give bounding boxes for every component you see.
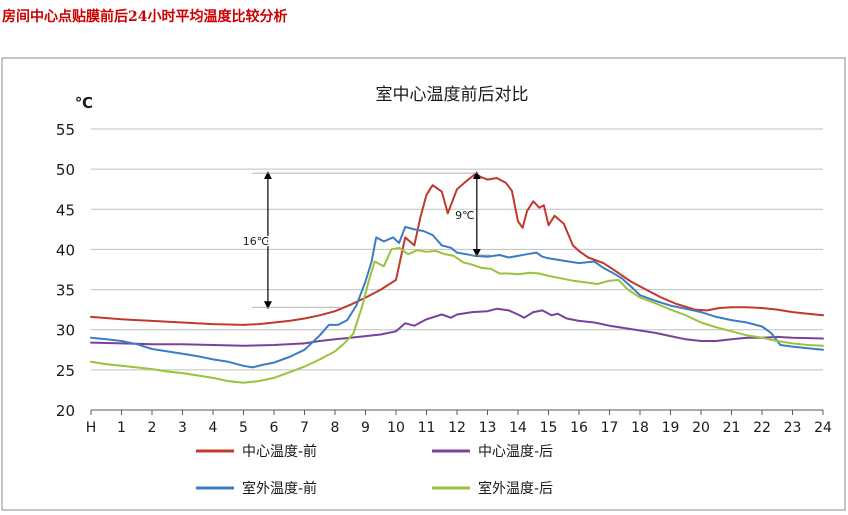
series-lines	[90, 173, 824, 384]
y-tick-label-45: 45	[56, 201, 75, 219]
x-tick-label-15: 15	[540, 420, 558, 436]
x-tick-label-4: 4	[209, 420, 218, 436]
x-tick-label-8: 8	[331, 420, 340, 436]
y-tick-label-55: 55	[56, 121, 75, 139]
x-tick-label-20: 20	[692, 420, 710, 436]
x-tick-label-2: 2	[148, 420, 157, 436]
series-line-1	[90, 173, 824, 326]
x-tick-label-6: 6	[270, 420, 279, 436]
y-axis-unit: ℃	[75, 94, 93, 112]
x-tick-label-9: 9	[361, 420, 370, 436]
x-tick-label-7: 7	[300, 420, 309, 436]
y-tick-label-40: 40	[56, 241, 75, 259]
legend-label-1: 中心温度-前	[242, 443, 317, 460]
x-tick-label-11: 11	[418, 420, 436, 436]
x-tick-label-3: 3	[178, 420, 187, 436]
x-tick-label-24: 24	[814, 420, 832, 436]
annotation-label-1: 16℃	[243, 235, 269, 248]
x-tick-label-13: 13	[479, 420, 497, 436]
legend-label-3: 室外温度-前	[242, 480, 317, 497]
x-tick-label-23: 23	[784, 420, 802, 436]
page-heading: 房间中心点贴膜前后24小时平均温度比较分析	[2, 9, 288, 25]
y-tick-label-30: 30	[56, 322, 75, 340]
x-tick-label-5: 5	[239, 420, 248, 436]
legend-label-2: 中心温度-后	[478, 444, 553, 460]
y-tick-label-50: 50	[56, 161, 75, 179]
series-line-3	[90, 225, 824, 369]
series-line-4	[90, 246, 824, 384]
x-tick-label-21: 21	[723, 420, 741, 436]
x-tick-label-1: 1	[117, 420, 126, 436]
y-tick-label-25: 25	[56, 362, 75, 380]
series-line-2	[90, 307, 824, 347]
legend-label-4: 室外温度-后	[478, 480, 553, 497]
x-tick-label-14: 14	[509, 420, 527, 436]
chart-border	[1, 57, 846, 511]
x-tick-label-0: H	[86, 420, 97, 436]
annotations: 16℃ 9℃	[241, 171, 490, 310]
x-tick-label-19: 19	[662, 420, 680, 436]
grid-lines	[91, 128, 823, 371]
annotation-label-2: 9℃	[455, 209, 474, 222]
x-tick-label-12: 12	[448, 420, 466, 436]
chart-title: 室中心温度前后对比	[376, 85, 529, 105]
x-tick-label-18: 18	[631, 420, 649, 436]
x-tick-label-10: 10	[387, 420, 405, 436]
y-tick-label-35: 35	[56, 282, 75, 300]
y-tick-label-20: 20	[56, 402, 75, 420]
x-tick-label-22: 22	[753, 420, 771, 436]
x-tick-label-17: 17	[601, 420, 619, 436]
x-tick-label-16: 16	[570, 420, 588, 436]
